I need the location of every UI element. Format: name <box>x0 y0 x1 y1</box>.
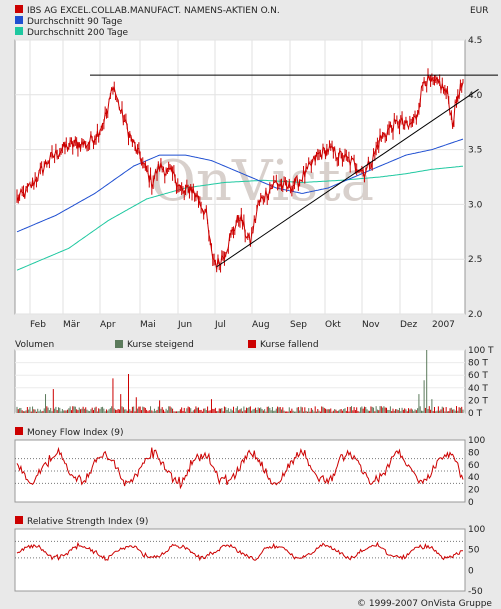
currency-label: EUR <box>470 6 489 16</box>
osc-y-tick: 100 <box>468 436 485 446</box>
legend-swatch-ma200 <box>15 27 23 35</box>
osc-y-tick: 60 <box>468 461 480 471</box>
rsi-plot-area <box>14 528 466 592</box>
osc-y-tick: 100 <box>468 525 485 535</box>
volume-legend-up: Kurse steigend <box>127 340 194 350</box>
rsi-y-axis: 100 50 0 -50 <box>15 525 485 597</box>
volume-y-tick: 100 T <box>468 346 494 356</box>
volume-legend-down: Kurse fallend <box>260 340 319 350</box>
mfi-y-axis: 100 80 60 40 20 0 <box>15 436 485 508</box>
volume-title: Volumen <box>15 340 54 350</box>
volume-y-tick: 20 T <box>468 396 488 406</box>
x-tick-label: Apr <box>100 320 116 330</box>
osc-y-tick: 50 <box>468 546 480 556</box>
y-tick-label: 2.5 <box>468 255 482 265</box>
y-tick-label: 4.0 <box>468 91 483 101</box>
x-tick-label: Aug <box>252 320 270 330</box>
legend-label-price: IBS AG EXCEL.COLLAB.MANUFACT. NAMENS-AKT… <box>27 6 280 16</box>
x-tick-label: Sep <box>290 320 307 330</box>
legend-swatch-ma90 <box>15 16 23 24</box>
volume-legend-swatch-down <box>248 340 256 348</box>
volume-y-tick: 40 T <box>468 384 488 394</box>
x-tick-label: Jun <box>177 320 192 330</box>
price-x-axis: Feb Mär Apr Mai Jun Jul Aug Sep Okt Nov Dez 2007 <box>30 320 455 330</box>
osc-y-tick: 0 <box>468 498 474 508</box>
volume-bars <box>16 350 464 413</box>
osc-y-tick: 0 <box>468 566 474 576</box>
osc-y-tick: 80 <box>468 448 480 458</box>
price-vertical-grid <box>29 40 433 314</box>
mfi-panel: Money Flow Index (9) 100 80 60 40 20 0 <box>14 427 485 508</box>
price-series <box>16 68 464 273</box>
x-tick-label: Dez <box>400 320 417 330</box>
volume-y-tick: 0 T <box>468 409 483 419</box>
ma200-line <box>16 165 464 271</box>
x-tick-label: Feb <box>30 320 46 330</box>
osc-y-tick: -50 <box>468 587 483 597</box>
legend-label-ma200: Durchschnitt 200 Tage <box>27 28 129 38</box>
copyright-footer: © 1999-2007 OnVista Gruppe <box>357 599 492 609</box>
y-tick-label: 3.5 <box>468 146 482 156</box>
rsi-title: Relative Strength Index (9) <box>27 517 148 527</box>
price-panel: OnVista 4.54.03.53.02.52.0 Feb Mär Apr Mai J… <box>14 36 498 330</box>
x-tick-label: 2007 <box>432 320 455 330</box>
rsi-legend-swatch <box>15 516 23 524</box>
ma90-line <box>16 138 464 233</box>
legend-label-ma90: Durchschnitt 90 Tage <box>27 17 123 27</box>
x-tick-label: Mär <box>63 320 80 330</box>
volume-y-tick: 80 T <box>468 359 488 369</box>
mfi-title: Money Flow Index (9) <box>27 428 124 438</box>
price-plot-area <box>14 39 466 315</box>
volume-legend-swatch-up <box>115 340 123 348</box>
mfi-line <box>16 446 464 490</box>
volume-plot-area <box>14 349 466 414</box>
volume-y-tick: 60 T <box>468 371 488 381</box>
header-legend: IBS AG EXCEL.COLLAB.MANUFACT. NAMENS-AKT… <box>15 5 489 38</box>
rsi-panel: Relative Strength Index (9) 100 50 0 -50 <box>14 516 485 597</box>
x-tick-label: Okt <box>325 320 341 330</box>
osc-y-tick: 40 <box>468 473 480 483</box>
y-tick-label: 4.5 <box>468 36 482 46</box>
rsi-line <box>16 541 463 562</box>
x-tick-label: Jul <box>214 320 226 330</box>
volume-panel: Volumen Kurse steigend Kurse fallend 100… <box>14 340 494 419</box>
support-trendline <box>216 88 479 268</box>
y-tick-label: 2.0 <box>468 310 483 320</box>
volume-y-axis: 100 T 80 T 60 T 40 T 20 T 0 T <box>15 346 494 419</box>
mfi-legend-swatch <box>15 427 23 435</box>
osc-y-tick: 20 <box>468 486 480 496</box>
x-tick-label: Mai <box>140 320 156 330</box>
legend-swatch-price <box>15 5 23 13</box>
x-tick-label: Nov <box>362 320 380 330</box>
y-tick-label: 3.0 <box>468 200 483 210</box>
